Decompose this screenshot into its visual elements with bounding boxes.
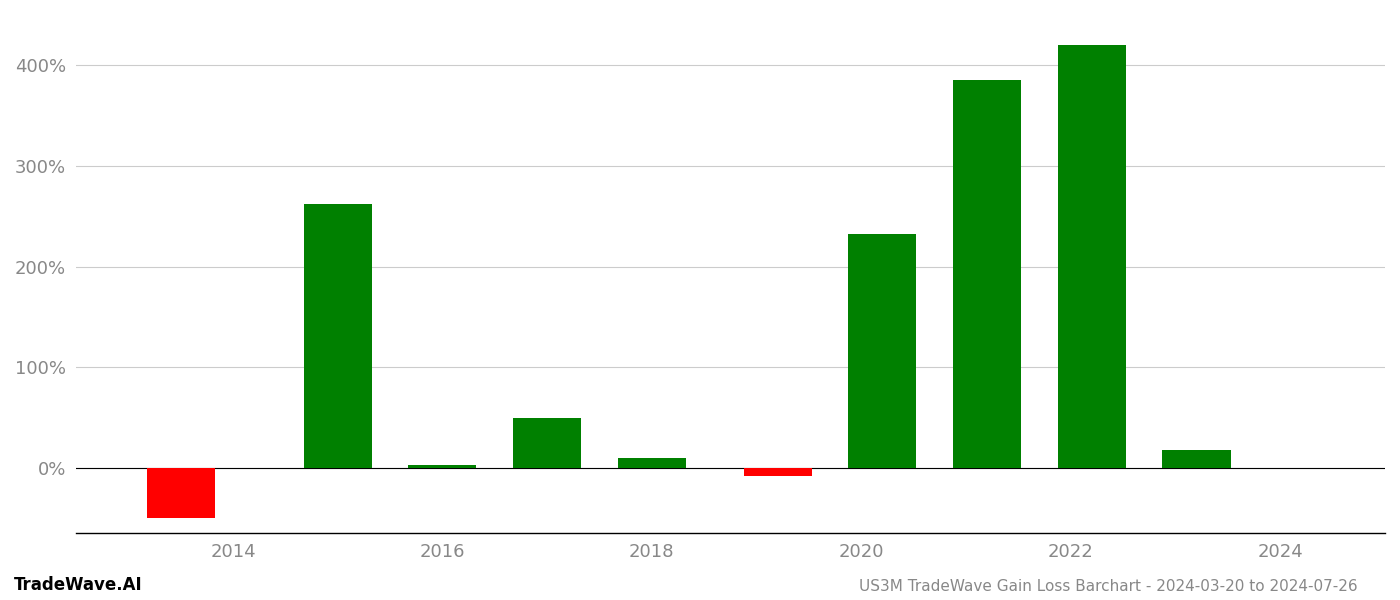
- Bar: [147, 468, 214, 518]
- Bar: [848, 235, 917, 468]
- Bar: [1058, 45, 1126, 468]
- Bar: [953, 80, 1021, 468]
- Bar: [304, 204, 372, 468]
- Text: TradeWave.AI: TradeWave.AI: [14, 576, 143, 594]
- Bar: [617, 458, 686, 468]
- Bar: [1162, 450, 1231, 468]
- Bar: [409, 465, 476, 468]
- Bar: [743, 468, 812, 476]
- Bar: [514, 418, 581, 468]
- Text: US3M TradeWave Gain Loss Barchart - 2024-03-20 to 2024-07-26: US3M TradeWave Gain Loss Barchart - 2024…: [860, 579, 1358, 594]
